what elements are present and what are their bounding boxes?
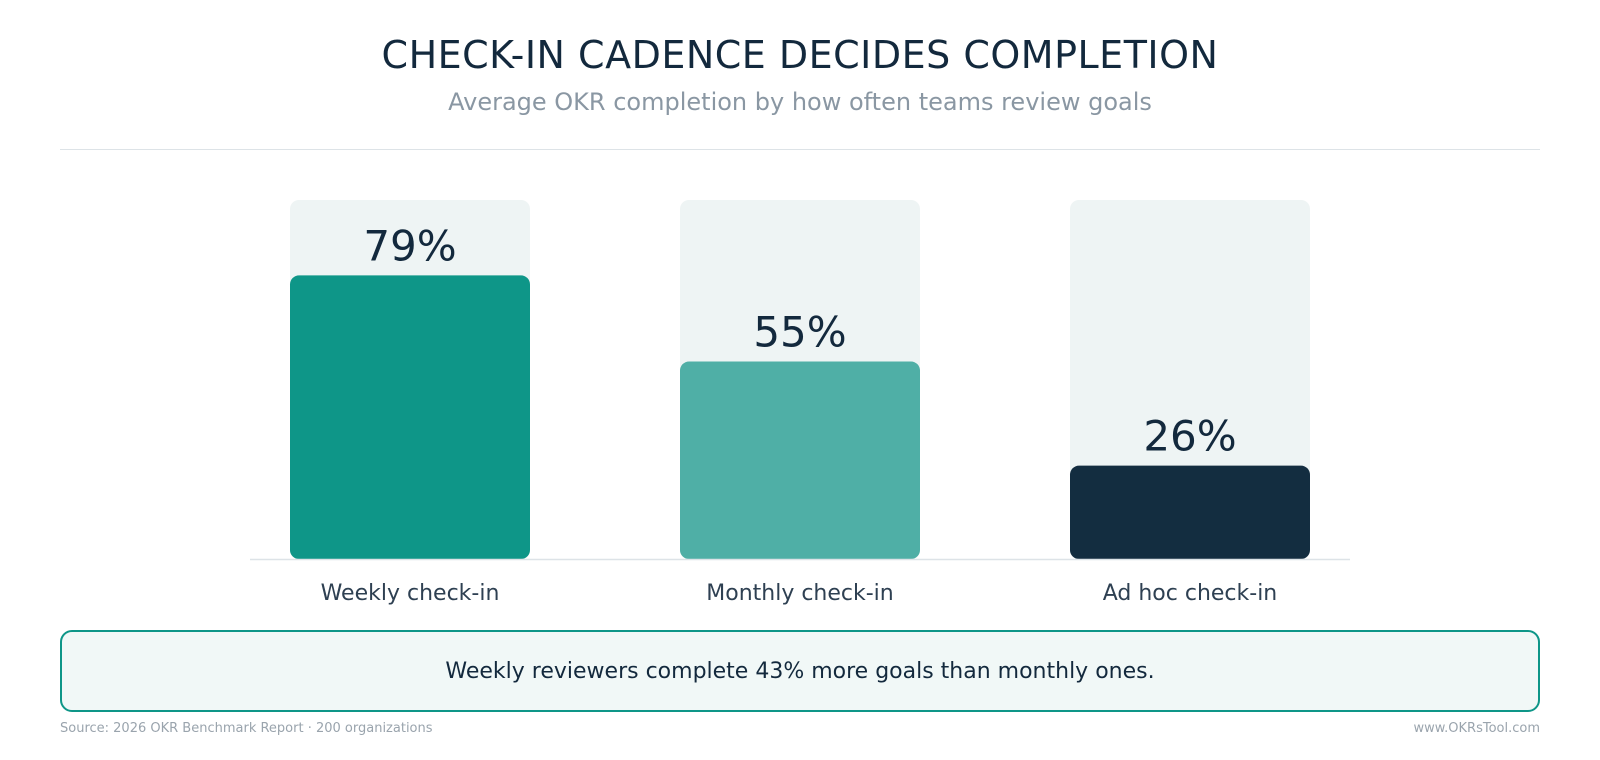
bar: [1070, 465, 1310, 559]
site-url: www.OKRsTool.com: [1413, 721, 1540, 736]
chart-title: CHECK-IN CADENCE DECIDES COMPLETION: [381, 33, 1219, 77]
header-divider: [60, 149, 1540, 150]
data-label: 55%: [753, 308, 846, 357]
insight-callout: Weekly reviewers complete 43% more goals…: [60, 630, 1540, 712]
bar-chart: 79% Weekly check-in 55% Monthly check-in 26%…: [250, 200, 1350, 606]
insight-text: Weekly reviewers complete 43% more goals…: [445, 658, 1155, 684]
data-label: 79%: [363, 221, 456, 270]
chart-subtitle: Average OKR completion by how often team…: [448, 88, 1152, 116]
bar: [290, 275, 530, 559]
category-label: Monthly check-in: [706, 581, 893, 606]
source-note: Source: 2026 OKR Benchmark Report · 200 …: [60, 721, 433, 736]
bar: [680, 361, 920, 559]
data-label: 26%: [1143, 412, 1236, 461]
category-label: Weekly check-in: [321, 581, 500, 606]
category-label: Ad hoc check-in: [1103, 581, 1278, 606]
